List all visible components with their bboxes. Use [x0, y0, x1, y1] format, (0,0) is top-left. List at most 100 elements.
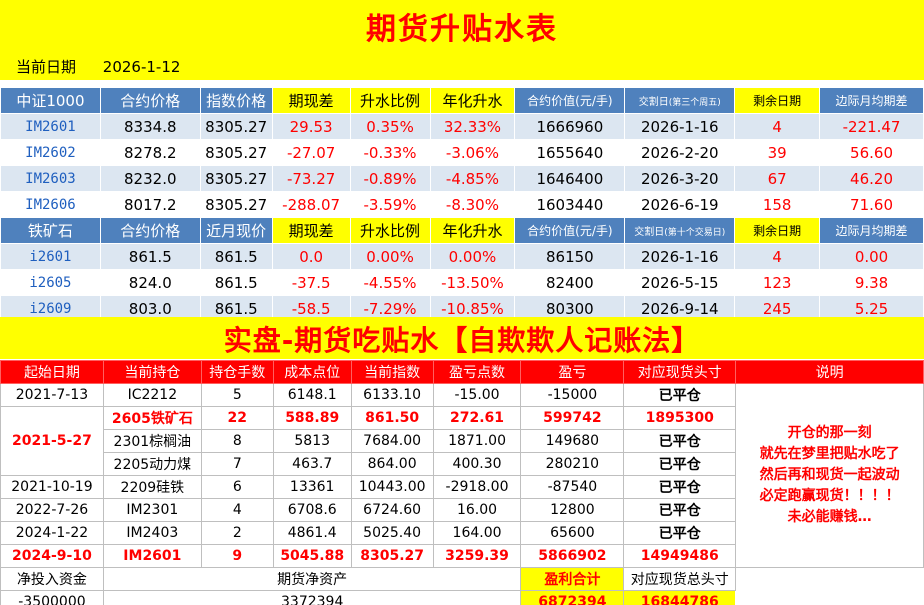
- header-cell-iron: 边际月均期差: [819, 217, 924, 244]
- iron-cell: 82400: [514, 269, 626, 296]
- ledger-index: 861.50: [350, 406, 434, 430]
- csi-cell: 8305.27: [199, 191, 273, 218]
- header-delivery-iron: 交割日(第十个交易日): [624, 217, 736, 244]
- table-row: IM2601 8334.8 8305.27 29.53 0.35% 32.33% 16669…: [0, 113, 924, 140]
- ledger-cost: 13361: [272, 475, 352, 499]
- current-date-value: 2026-1-12: [102, 58, 181, 76]
- ledger-date: 2024-9-10: [0, 544, 104, 568]
- csi-cell: 71.60: [819, 191, 924, 218]
- ledger-header-cell: 起始日期: [0, 360, 104, 384]
- iron-cell: -4.55%: [349, 269, 431, 296]
- csi-cell: 8017.2: [99, 191, 201, 218]
- iron-cell: 0.0: [271, 243, 351, 270]
- ledger-pts: 3259.39: [432, 544, 522, 568]
- csi-cell: -288.07: [271, 191, 351, 218]
- header-cell-iron: 合约价格: [99, 217, 201, 244]
- ledger-row: 2024-1-22 IM2403 2 4861.4 5025.40 164.00 65600…: [0, 521, 924, 545]
- ledger-lots: 9: [200, 544, 274, 568]
- header-cell-iron: 升水比例: [349, 217, 431, 244]
- ledger-header-cell: 持仓手数: [200, 360, 274, 384]
- ledger-pnl: 12800: [520, 498, 625, 522]
- csi-cell: -73.27: [271, 165, 351, 192]
- ledger-pts: -15.00: [432, 383, 522, 407]
- header-delivery-note: (第三个周五): [668, 98, 721, 108]
- ledger-spot: 14949486: [623, 544, 737, 568]
- ledger-row: 2021-5-27 2605铁矿石 22 588.89 861.50 272.61 5997…: [0, 406, 924, 476]
- ledger-lots: 5: [200, 383, 274, 407]
- csi-cell: 1603440: [514, 191, 626, 218]
- current-date-row: 当前日期 2026-1-12: [16, 56, 180, 77]
- ledger-index: 864.00: [350, 452, 434, 476]
- ledger-pts: 1871.00: [432, 429, 522, 453]
- ledger-cost: 6708.6: [272, 498, 352, 522]
- ledger-header-cell: 盈亏点数: [432, 360, 522, 384]
- ledger-pnl: 599742: [520, 406, 625, 430]
- note-line: 就先在梦里把贴水吃了: [759, 446, 900, 462]
- equity-value: 3372394: [102, 590, 522, 605]
- note-line: 然后再和现货一起波动: [759, 467, 900, 483]
- iron-cell: 2026-1-16: [624, 243, 736, 270]
- iron-cell: i2605: [0, 269, 101, 296]
- ledger-header-cell: 当前持仓: [102, 360, 202, 384]
- header-row-csi: 中证1000 合约价格 指数价格 期现差 升水比例 年化升水 合约价值(元/手) 交割日(第三…: [0, 87, 924, 114]
- header-cell-iron: 期现差: [271, 217, 351, 244]
- csi-cell: 56.60: [819, 139, 924, 166]
- capital-label: 净投入资金: [0, 567, 104, 591]
- csi-cell: 2026-1-16: [624, 113, 736, 140]
- csi-cell: 29.53: [271, 113, 351, 140]
- ledger-lots: 4: [200, 498, 274, 522]
- ledger-spot: 已平仓: [623, 521, 737, 545]
- table-row: IM2603 8232.0 8305.27 -73.27 -0.89% -4.85% 164…: [0, 165, 924, 192]
- ledger-pos: IM2601: [102, 544, 202, 568]
- ledger-title: 实盘-期货吃贴水【自欺欺人记账法】: [223, 324, 701, 357]
- ledger-pts: -2918.00: [432, 475, 522, 499]
- table-row: IM2606 8017.2 8305.27 -288.07 -3.59% -8.30% 16…: [0, 191, 924, 218]
- iron-cell: 861.5: [199, 243, 273, 270]
- csi-cell: 32.33%: [429, 113, 516, 140]
- ledger-pts: 16.00: [432, 498, 522, 522]
- csi-cell: 67: [734, 165, 821, 192]
- ledger-table: 起始日期 当前持仓 持仓手数 成本点位 当前指数 盈亏点数 盈亏 对应现货头寸 说明 2021-7…: [0, 360, 924, 605]
- ledger-pnl: 5866902: [520, 544, 625, 568]
- csi-cell: IM2601: [0, 113, 101, 140]
- iron-cell: 4: [734, 243, 821, 270]
- csi-cell: 0.35%: [349, 113, 431, 140]
- iron-cell: 2026-5-15: [624, 269, 736, 296]
- csi-cell: 8305.27: [199, 139, 273, 166]
- header-cell-csi: 年化升水: [429, 87, 516, 114]
- ledger-lots: 22: [200, 406, 274, 430]
- csi-cell: IM2602: [0, 139, 101, 166]
- ledger-pnl: 280210: [520, 452, 625, 476]
- iron-cell: 0.00%: [429, 243, 516, 270]
- csi-cell: 39: [734, 139, 821, 166]
- csi-cell: -3.06%: [429, 139, 516, 166]
- header-cell-csi: 升水比例: [349, 87, 431, 114]
- ledger-cost: 588.89: [272, 406, 352, 430]
- ledger-pnl: 149680: [520, 429, 625, 453]
- futures-premium-table: 中证1000 合约价格 指数价格 期现差 升水比例 年化升水 合约价值(元/手) 交割日(第三…: [0, 87, 924, 322]
- ledger-row: 2301棕榈油 8 5813 7684.00 1871.00 149680 已平仓: [1, 429, 924, 453]
- iron-cell: 123: [734, 269, 821, 296]
- ledger-pts: 164.00: [432, 521, 522, 545]
- header-delivery-label: 交割日: [638, 97, 669, 108]
- profit-value: 6872394: [520, 590, 625, 605]
- ledger-pos: IM2301: [102, 498, 202, 522]
- summary-label-row: 净投入资金 期货净资产 盈利合计 对应现货总头寸: [0, 567, 924, 605]
- header-cell-csi: 合约价格: [99, 87, 201, 114]
- table-row: i2601 861.5 861.5 0.0 0.00% 0.00% 86150 2026-1-…: [0, 243, 924, 270]
- header-cell-iron: 剩余日期: [734, 217, 821, 244]
- csi-cell: -221.47: [819, 113, 924, 140]
- spot-total-label: 对应现货总头寸: [623, 567, 737, 591]
- table-row: i2605 824.0 861.5 -37.5 -4.55% -13.50% 82400 20…: [0, 269, 924, 296]
- ledger-cost: 6148.1: [272, 383, 352, 407]
- csi-cell: IM2603: [0, 165, 101, 192]
- csi-cell: 8334.8: [99, 113, 201, 140]
- ledger-cost: 5813: [272, 429, 352, 453]
- csi-cell: 8305.27: [199, 113, 273, 140]
- ledger-cost: 463.7: [272, 452, 352, 476]
- ledger-index: 8305.27: [350, 544, 434, 568]
- profit-label: 盈利合计: [520, 567, 625, 591]
- iron-cell: 861.5: [199, 269, 273, 296]
- ledger-header-row: 起始日期 当前持仓 持仓手数 成本点位 当前指数 盈亏点数 盈亏 对应现货头寸 说明: [0, 360, 924, 384]
- csi-cell: 158: [734, 191, 821, 218]
